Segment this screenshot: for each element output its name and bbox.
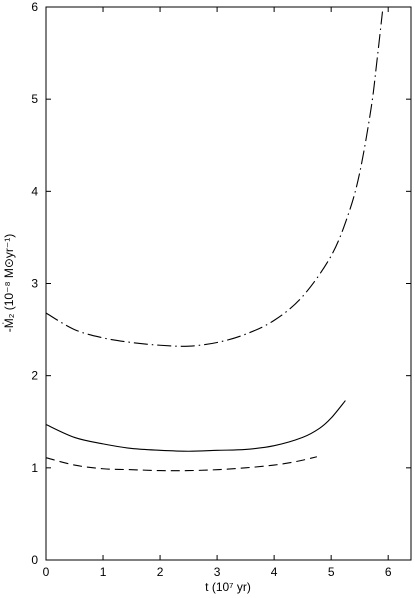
ticks-layer: 0 1 2 3 4 5 6 0 1 2 3 4 5 6	[31, 0, 411, 579]
y-tick-label-6: 6	[31, 0, 38, 14]
series-line-dashed	[45, 456, 318, 472]
y-tick-label-3: 3	[31, 277, 38, 291]
series-layer	[45, 11, 384, 472]
x-tick-label-1: 1	[100, 565, 107, 579]
y-tick-label-5: 5	[31, 92, 38, 106]
series-line-solid	[45, 400, 346, 452]
x-tick-label-0: 0	[43, 565, 50, 579]
y-tick-label-4: 4	[31, 184, 38, 198]
plot-frame	[45, 6, 412, 561]
y-tick-label-1: 1	[31, 461, 38, 475]
y-axis-label: -Ṁ₂ (10⁻⁸ M⊙yr⁻¹)	[2, 234, 16, 332]
x-tick-label-6: 6	[385, 565, 392, 579]
x-tick-label-2: 2	[157, 565, 164, 579]
x-tick-label-5: 5	[328, 565, 335, 579]
x-tick-label-3: 3	[214, 565, 221, 579]
x-tick-label-4: 4	[271, 565, 278, 579]
x-axis-label: t (10⁷ yr)	[205, 580, 251, 594]
series-line-dash-dot	[45, 11, 384, 347]
y-tick-label-0: 0	[31, 553, 38, 567]
y-tick-label-2: 2	[31, 369, 38, 383]
